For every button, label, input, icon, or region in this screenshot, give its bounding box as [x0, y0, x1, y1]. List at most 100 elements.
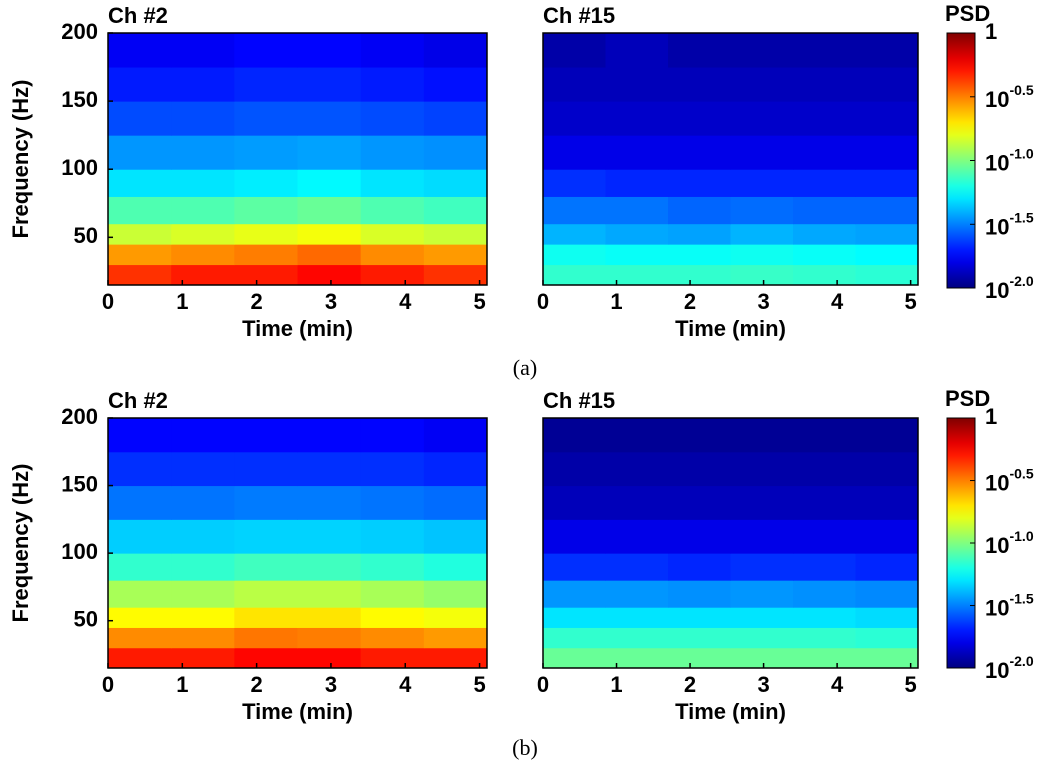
heatmap-cell — [668, 485, 731, 520]
heatmap-cell — [793, 101, 856, 136]
heatmap-cell — [234, 519, 298, 554]
heatmap-cell — [234, 33, 298, 68]
heatmap-cell — [605, 223, 669, 245]
heatmap-cell — [171, 101, 235, 136]
heatmap-cell — [360, 33, 425, 68]
heatmap-cell — [855, 580, 919, 608]
x-axis-label: Time (min) — [675, 699, 786, 724]
heatmap-cell — [793, 418, 856, 453]
heatmap-cell — [108, 135, 172, 170]
heatmap-cell — [855, 223, 919, 245]
heatmap-cell — [423, 418, 488, 453]
x-tick-label: 4 — [399, 672, 412, 697]
x-tick-label: 5 — [473, 289, 485, 314]
x-tick-label: 3 — [757, 672, 769, 697]
y-tick-label: 100 — [61, 155, 98, 180]
colorbar-tick-label: 10-1.0 — [985, 528, 1034, 558]
heatmap-cell — [605, 627, 669, 649]
heatmap-cell — [605, 169, 669, 197]
heatmap-cell — [855, 418, 919, 453]
heatmap-cell — [171, 264, 235, 286]
heatmap-cell — [668, 451, 731, 487]
tick-base: 10 — [985, 278, 1009, 303]
heatmap-cell — [605, 580, 669, 608]
heatmap-cell — [423, 264, 488, 286]
heatmap-cell — [423, 607, 488, 628]
heatmap-cell — [543, 485, 606, 520]
x-tick-label: 0 — [102, 289, 114, 314]
heatmap-cell — [360, 627, 425, 649]
heatmap-cell — [234, 627, 298, 649]
heatmap-cell — [668, 519, 731, 554]
tick-base: 10 — [985, 658, 1009, 683]
y-tick-label: 100 — [61, 539, 98, 564]
panel-label: (a) — [513, 355, 537, 380]
heatmap-cell — [730, 244, 794, 266]
heatmap-cell — [360, 244, 425, 266]
panel-title: Ch #2 — [108, 3, 168, 28]
x-tick-label: 2 — [251, 672, 263, 697]
heatmap-cell — [855, 135, 919, 170]
heatmap-cell — [543, 607, 606, 628]
heatmap-cell — [793, 33, 856, 68]
heatmap-cell — [108, 67, 172, 102]
heatmap-cell — [423, 135, 488, 170]
heatmap-cell — [855, 519, 919, 554]
heatmap-cell — [423, 196, 488, 225]
heatmap-cell — [171, 553, 235, 581]
heatmap-cell — [360, 553, 425, 581]
y-tick-label: 50 — [74, 223, 98, 248]
heatmap-cell — [668, 264, 731, 286]
heatmap-cell — [234, 244, 298, 266]
heatmap-cell — [605, 135, 669, 170]
x-tick-label: 3 — [325, 672, 337, 697]
heatmap-cell — [668, 101, 731, 136]
heatmap-cell — [297, 451, 362, 487]
heatmap-cell — [730, 627, 794, 649]
heatmap-cell — [855, 451, 919, 487]
heatmap-cell — [605, 553, 669, 581]
heatmap-cell — [297, 169, 362, 197]
panel-title: Ch #2 — [108, 388, 168, 413]
heatmap-cell — [730, 647, 794, 669]
heatmap-cell — [360, 67, 425, 102]
heatmap-cell — [108, 169, 172, 197]
heatmap-cell — [543, 264, 606, 286]
heatmap-cell — [234, 67, 298, 102]
heatmap-cell — [793, 519, 856, 554]
heatmap-cell — [171, 485, 235, 520]
y-axis-label: Frequency (Hz) — [8, 80, 33, 239]
heatmap-cell — [543, 418, 606, 453]
panel-label: (b) — [512, 735, 538, 760]
x-tick-label: 3 — [757, 289, 769, 314]
heatmap-cell — [730, 553, 794, 581]
heatmap-cell — [668, 169, 731, 197]
panel-title: Ch #15 — [543, 388, 615, 413]
heatmap-cell — [234, 647, 298, 669]
x-tick-label: 5 — [473, 672, 485, 697]
heatmap-cell — [423, 33, 488, 68]
heatmap-cell — [297, 101, 362, 136]
x-tick-label: 0 — [102, 672, 114, 697]
heatmap-cell — [360, 580, 425, 608]
heatmap-cell — [605, 101, 669, 136]
heatmap-cell — [297, 553, 362, 581]
heatmap-cell — [171, 607, 235, 628]
colorbar-title: PSD — [945, 1, 990, 26]
heatmap-cell — [605, 451, 669, 487]
y-tick-label: 150 — [61, 471, 98, 496]
heatmap-cell — [730, 607, 794, 628]
x-tick-label: 5 — [905, 672, 917, 697]
heatmap-cell — [423, 485, 488, 520]
heatmap-cell — [730, 519, 794, 554]
tick-base: 10 — [985, 470, 1009, 495]
heatmap-cell — [297, 67, 362, 102]
heatmap-cell — [423, 223, 488, 245]
x-tick-label: 3 — [325, 289, 337, 314]
heatmap-cell — [543, 135, 606, 170]
heatmap-cell — [297, 418, 362, 453]
heatmap-cell — [171, 196, 235, 225]
heatmap-cell — [730, 580, 794, 608]
heatmap-cell — [297, 485, 362, 520]
